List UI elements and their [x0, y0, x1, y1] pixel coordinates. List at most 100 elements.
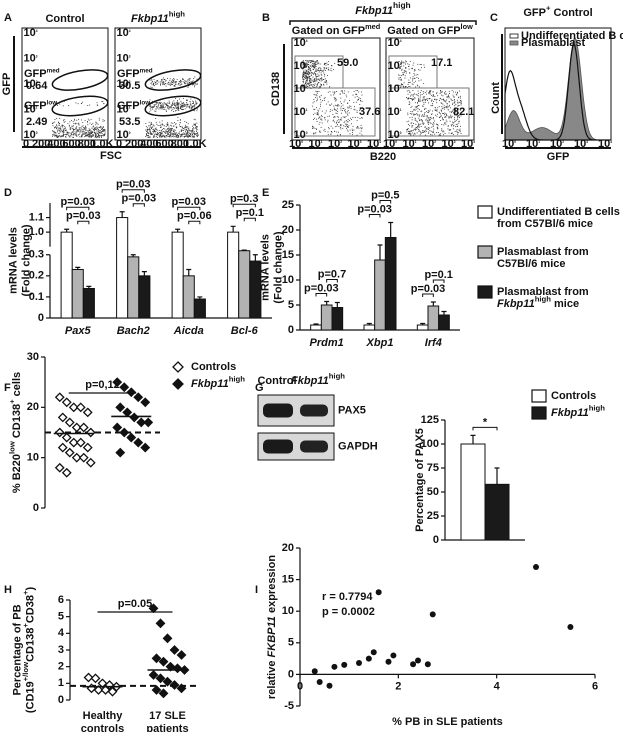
event-dot [330, 125, 332, 127]
event-dot [173, 81, 175, 82]
event-dot [87, 134, 89, 136]
event-dot [447, 94, 449, 96]
event-dot [184, 108, 186, 110]
data-point [119, 382, 130, 393]
text-part: Fkbp11 [551, 407, 589, 419]
event-dot [60, 135, 62, 137]
y-tick-label: 0 [33, 502, 39, 514]
event-dot [170, 105, 172, 107]
event-dot [78, 128, 80, 130]
gate-name: GFPlow [24, 99, 57, 112]
event-dot [104, 134, 105, 136]
event-dot [159, 132, 161, 134]
event-dot [446, 96, 448, 97]
event-dot [342, 104, 344, 106]
event-dot [178, 106, 180, 108]
event-dot [452, 102, 454, 104]
event-dot [304, 72, 306, 73]
event-dot [196, 110, 198, 112]
event-dot [93, 128, 95, 130]
text-part: + [21, 623, 30, 628]
y-tick-label: 10 [27, 452, 39, 464]
y-tick-label: 100 [117, 129, 131, 141]
event-dot [319, 96, 321, 98]
event-dot [343, 116, 345, 118]
event-dot [153, 136, 155, 138]
event-dot [305, 66, 307, 67]
event-dot [60, 126, 62, 128]
event-dot [324, 97, 326, 99]
event-dot [169, 134, 171, 136]
event-dot [418, 97, 420, 99]
event-dot [172, 108, 174, 110]
event-dot [452, 132, 453, 134]
event-dot [398, 64, 400, 66]
event-dot [186, 99, 187, 101]
event-dot [321, 110, 323, 112]
event-dot [322, 79, 324, 80]
event-dot [182, 134, 184, 136]
event-dot [159, 136, 161, 138]
event-dot [441, 94, 443, 96]
event-dot [415, 74, 417, 76]
event-dot [303, 80, 305, 82]
event-dot [449, 104, 450, 106]
event-dot [162, 105, 164, 107]
x-tick-label: 0 [297, 680, 303, 692]
event-dot [189, 107, 190, 109]
event-dot [419, 100, 421, 102]
y-tick-label: 100 [294, 129, 308, 141]
event-dot [154, 85, 155, 87]
event-dot [58, 127, 60, 129]
event-dot [173, 107, 175, 109]
event-dot [183, 82, 185, 84]
event-dot [168, 102, 170, 104]
event-dot [159, 135, 161, 137]
event-dot [424, 112, 426, 113]
event-dot [334, 91, 336, 93]
event-dot [412, 76, 414, 78]
event-dot [173, 134, 175, 136]
header: Fkbp11high [355, 0, 410, 16]
event-dot [408, 86, 410, 87]
event-dot [457, 117, 458, 119]
event-dot [321, 77, 323, 79]
event-dot [153, 131, 155, 133]
bracket [132, 203, 145, 207]
event-dot [360, 99, 362, 101]
bar [438, 314, 450, 331]
legend-swatch [477, 285, 493, 299]
event-dot [450, 117, 452, 119]
event-dot [440, 134, 441, 136]
gate-value: 53.5 [119, 116, 140, 128]
y-tick-label: 0 [288, 324, 294, 336]
event-dot [314, 62, 316, 64]
event-dot [147, 129, 149, 130]
event-dot [77, 130, 79, 132]
event-dot [98, 119, 100, 121]
event-dot [324, 74, 326, 75]
event-dot [344, 126, 346, 127]
event-dot [55, 135, 57, 137]
legend-label: Fkbp11high [191, 375, 245, 390]
event-dot [186, 99, 188, 101]
blot-column: Fkbp11high [291, 372, 345, 387]
event-dot [419, 86, 421, 88]
text-part: 0 [129, 131, 131, 135]
event-dot [98, 129, 100, 130]
event-dot [303, 75, 305, 77]
event-dot [167, 132, 169, 133]
y-tick-label: 100 [388, 129, 402, 141]
event-dot [187, 136, 189, 138]
event-dot [172, 130, 174, 132]
event-dot [174, 122, 175, 123]
event-dot [153, 84, 155, 86]
event-dot [458, 116, 460, 118]
event-dot [74, 132, 76, 134]
event-dot [327, 121, 329, 123]
event-dot [184, 83, 186, 85]
event-dot [154, 136, 156, 138]
event-dot [182, 109, 184, 110]
event-dot [78, 122, 80, 124]
event-dot [318, 117, 320, 119]
